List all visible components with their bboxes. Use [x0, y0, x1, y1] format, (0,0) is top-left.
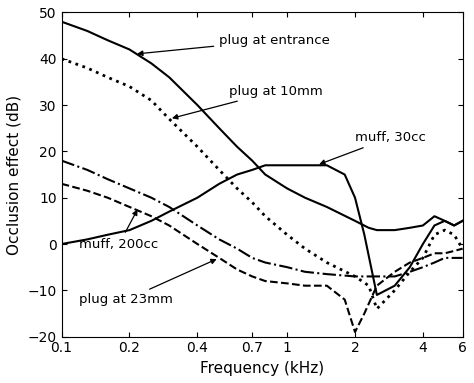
X-axis label: Frequency (kHz): Frequency (kHz) [200, 361, 324, 376]
Text: muff, 200cc: muff, 200cc [80, 211, 159, 250]
Text: plug at 23mm: plug at 23mm [80, 259, 215, 306]
Text: muff, 30cc: muff, 30cc [320, 131, 426, 164]
Y-axis label: Occlusion effect (dB): Occlusion effect (dB) [7, 95, 22, 255]
Text: plug at 10mm: plug at 10mm [173, 85, 322, 119]
Text: plug at entrance: plug at entrance [138, 34, 330, 56]
